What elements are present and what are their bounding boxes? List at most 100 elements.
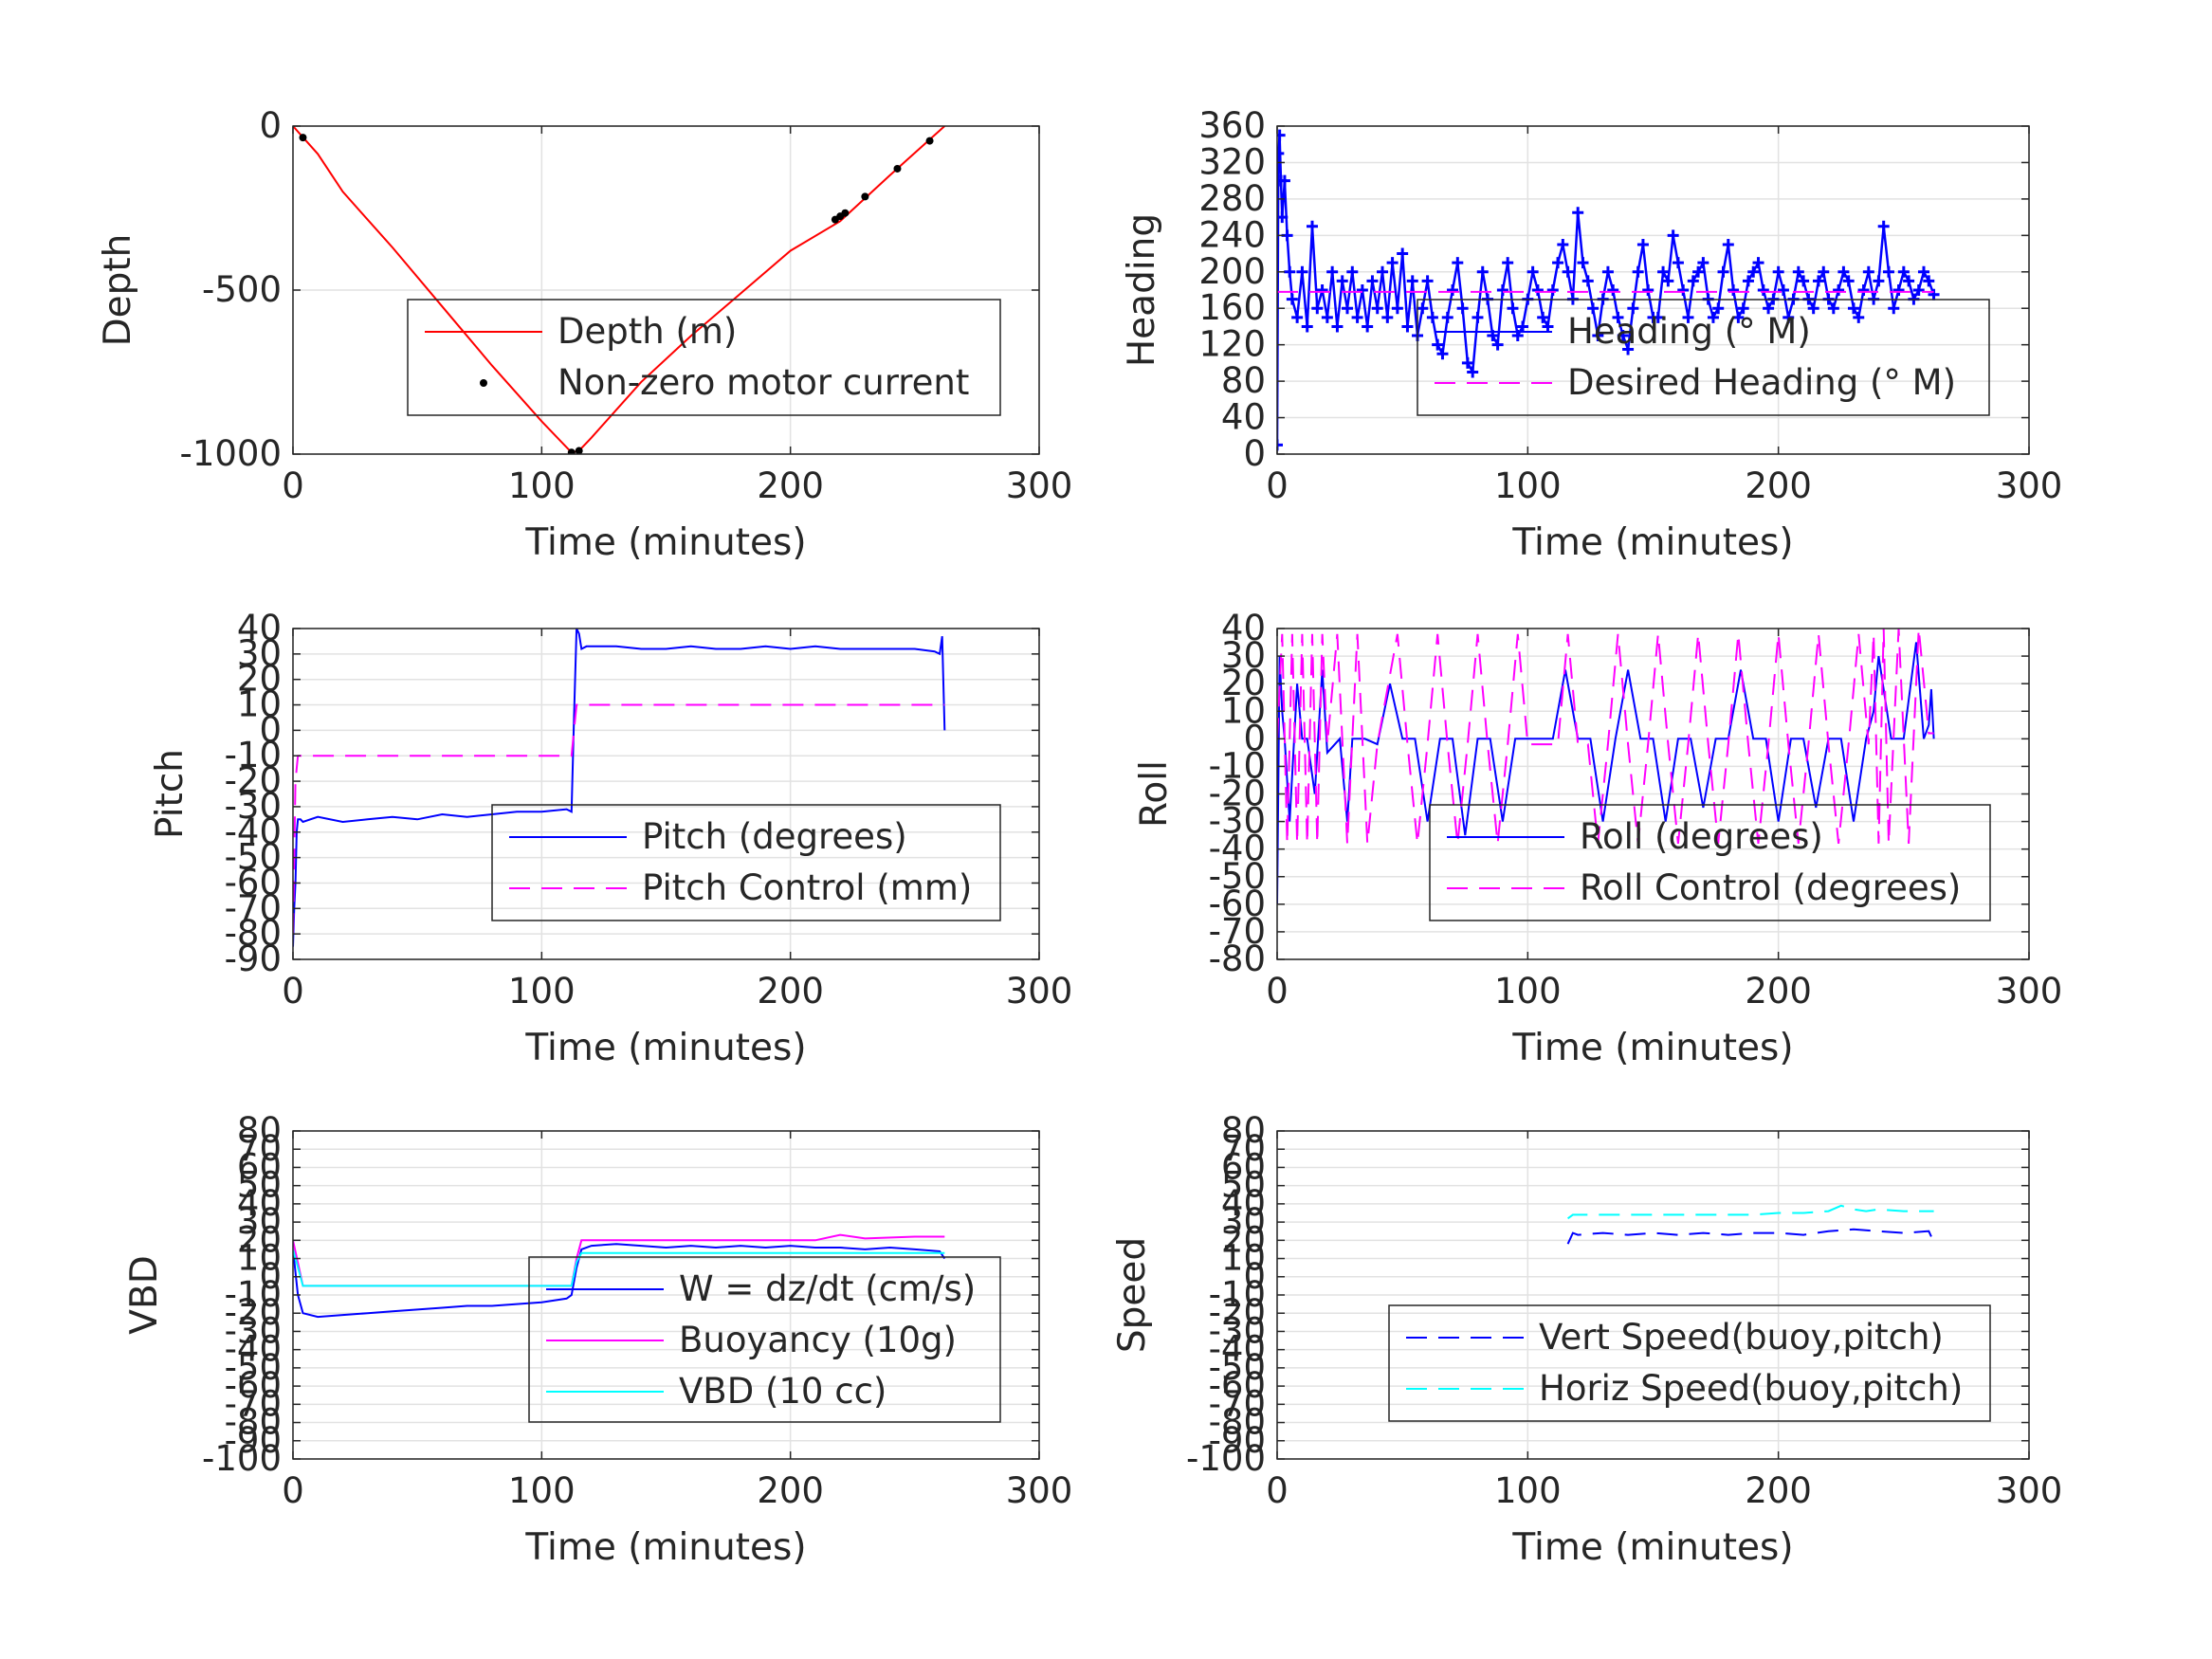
y-axis-label: Depth — [97, 234, 139, 347]
heading-series-0-marker — [1601, 265, 1614, 278]
heading-series-0-marker — [1732, 311, 1745, 323]
x-axis-label: Time (minutes) — [1511, 1027, 1793, 1069]
y-tick-label: 0 — [1243, 433, 1266, 474]
x-tick-label: 0 — [1266, 465, 1289, 506]
legend: Roll (degrees) Roll Control (degrees) — [1429, 804, 1991, 921]
y-axis-label: Roll — [1133, 760, 1176, 828]
legend-label: Roll (degrees) — [1580, 816, 1823, 857]
heading-series-0-marker — [1888, 302, 1900, 315]
x-tick-label: 100 — [1494, 1470, 1562, 1511]
legend-marker — [480, 379, 487, 387]
heading-series-0-marker — [1476, 265, 1489, 278]
heading-series-0-marker — [1812, 275, 1824, 287]
y-tick-label: -40 — [1209, 829, 1266, 869]
heading-series-0-marker — [1531, 284, 1544, 296]
y-tick-label: -60 — [225, 862, 282, 902]
x-tick-label: 200 — [757, 971, 824, 1012]
legend-entry: Heading (° M) — [1435, 311, 1811, 352]
roll-series-1-line — [1277, 629, 1934, 845]
y-tick-label: -20 — [1209, 774, 1266, 814]
heading-series-0-marker — [1587, 302, 1600, 315]
y-tick-label: 10 — [1221, 690, 1266, 731]
x-tick-label: 0 — [282, 971, 304, 1012]
heading-series-0-marker — [1537, 311, 1549, 323]
x-tick-label: 100 — [508, 971, 576, 1012]
y-tick-label: 10 — [237, 684, 282, 725]
heading-series-0-marker — [1877, 220, 1890, 232]
heading-series-0-marker — [1542, 320, 1554, 333]
y-tick-label: 10 — [237, 1238, 282, 1279]
heading-series-0-marker — [1552, 257, 1564, 269]
depth-series-1-point — [861, 192, 869, 201]
legend-box — [1417, 299, 1990, 416]
heading-series-0-marker — [1326, 265, 1339, 278]
y-tick-label: -50 — [1209, 1347, 1266, 1388]
x-axis-label: Time (minutes) — [524, 521, 806, 564]
y-tick-label: 80 — [237, 1110, 282, 1151]
x-tick-label: 0 — [1266, 971, 1289, 1012]
heading-series-0-marker — [1728, 284, 1740, 296]
heading-series-0-marker — [1277, 439, 1283, 451]
depth-series-1-point — [299, 134, 307, 142]
y-tick-label: 20 — [237, 659, 282, 700]
y-tick-label: 30 — [237, 1201, 282, 1242]
heading-series-0-marker — [1496, 284, 1508, 296]
heading-series-0-marker — [1366, 275, 1379, 287]
heading-series-0-marker — [1912, 284, 1925, 296]
heading-series-0-marker — [1307, 220, 1319, 232]
legend-label: Pitch (degrees) — [642, 816, 907, 857]
roll-chart: 0 100 200 300-80-70-60-50-40-30-20-10010203… — [1133, 608, 2062, 1069]
y-tick-label: -20 — [225, 760, 282, 801]
heading-series-0-marker — [1712, 302, 1725, 315]
pitch-series-0-line — [293, 629, 946, 947]
x-tick-label: 200 — [1745, 465, 1812, 506]
speed-series-0-line — [1566, 1228, 1935, 1245]
y-tick-label: 60 — [1221, 1146, 1266, 1187]
legend-label: Horiz Speed(buoy,pitch) — [1539, 1368, 1963, 1409]
heading-series-0-marker — [1377, 265, 1389, 278]
heading-series-0-marker — [1472, 311, 1484, 323]
heading-series-0-marker — [1277, 147, 1285, 159]
heading-series-0-marker — [1627, 302, 1639, 315]
heading-series-0-marker — [1742, 275, 1754, 287]
x-axis-label: Time (minutes) — [524, 1027, 806, 1069]
x-tick-label: 0 — [282, 1470, 304, 1511]
y-tick-label: -90 — [225, 939, 282, 979]
heading-series-0-marker — [1636, 238, 1649, 250]
x-tick-label: 300 — [1006, 971, 1073, 1012]
y-tick-label: 0 — [259, 105, 282, 146]
heading-series-0-marker — [1562, 265, 1574, 278]
heading-series-0-marker — [1873, 275, 1885, 287]
y-tick-label: -40 — [225, 811, 282, 852]
heading-series-0-marker — [1331, 320, 1344, 333]
heading-series-0-marker — [1657, 265, 1670, 278]
y-tick-label: -70 — [1209, 1383, 1266, 1424]
legend-label: Roll Control (degrees) — [1580, 867, 1961, 908]
heading-series-0-marker — [1581, 275, 1594, 287]
legend: W = dz/dt (cm/s) Buoyancy (10g) VBD (10 cc… — [528, 1256, 1001, 1423]
legend: Vert Speed(buoy,pitch) Horiz Speed(buoy,p… — [1388, 1304, 1991, 1422]
y-tick-label: -50 — [1209, 856, 1266, 897]
heading-series-0-marker — [1857, 284, 1870, 296]
axes-box — [292, 628, 1040, 960]
heading-series-0-marker — [1401, 320, 1414, 333]
heading-series-0-marker — [1452, 257, 1464, 269]
legend-entry: Roll Control (degrees) — [1447, 867, 1961, 908]
y-tick-label: 320 — [1198, 141, 1266, 182]
heading-series-0-marker — [1502, 257, 1514, 269]
legend-entry: Horiz Speed(buoy,pitch) — [1406, 1368, 1963, 1409]
heading-series-0-marker — [1286, 293, 1298, 305]
heading-series-0-marker — [1441, 311, 1453, 323]
depth-series-1-point — [567, 448, 576, 454]
y-tick-label: 30 — [237, 633, 282, 674]
heading-series-0-marker — [1928, 288, 1940, 301]
legend-label: Heading (° M) — [1567, 311, 1811, 352]
heading-series-0-marker — [1903, 275, 1915, 287]
heading-series-0-marker — [1722, 238, 1734, 250]
y-tick-label: -60 — [225, 1365, 282, 1406]
speed-chart: 0 100 200 300-100-90-80-70-60-50-40-30-20-1… — [1111, 1110, 2062, 1569]
heading-series-0-marker — [1461, 356, 1473, 369]
x-tick-label: 100 — [508, 1470, 576, 1511]
y-tick-label: -90 — [225, 1420, 282, 1461]
y-tick-label: -80 — [225, 1402, 282, 1443]
